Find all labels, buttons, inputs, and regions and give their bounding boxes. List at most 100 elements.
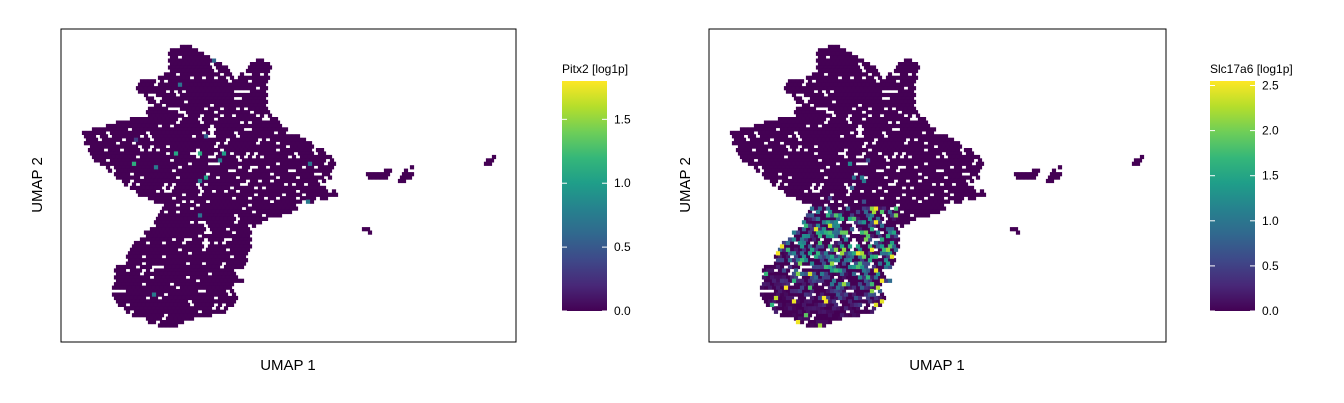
- data-point: [817, 151, 823, 156]
- data-point: [823, 271, 829, 276]
- data-point: [847, 134, 853, 139]
- data-point: [913, 199, 919, 204]
- data-point: [911, 175, 917, 180]
- data-point: [765, 151, 771, 156]
- data-point: [891, 99, 897, 104]
- data-point: [753, 151, 759, 156]
- data-point: [959, 175, 965, 180]
- data-point: [785, 185, 791, 190]
- data-point: [971, 168, 977, 173]
- data-point: [975, 161, 981, 166]
- data-point: [901, 75, 907, 80]
- data-point: [163, 264, 169, 270]
- data-point: [121, 158, 127, 163]
- data-point: [877, 275, 883, 280]
- data-point: [221, 289, 227, 294]
- data-point: [249, 82, 255, 87]
- colorbar-gradient: [562, 81, 607, 311]
- data-point: [805, 151, 811, 156]
- data-point: [869, 158, 875, 163]
- data-point: [797, 123, 803, 129]
- data-point: [247, 209, 253, 215]
- data-point: [319, 154, 325, 160]
- data-point: [809, 144, 815, 149]
- data-point: [767, 134, 773, 139]
- data-point: [133, 130, 139, 135]
- data-point: [861, 275, 867, 280]
- data-point: [871, 154, 877, 160]
- data-point: [143, 189, 149, 194]
- data-point: [201, 172, 207, 177]
- data-point: [879, 223, 885, 228]
- data-point: [889, 165, 895, 170]
- data-point: [209, 144, 215, 149]
- data-point: [953, 165, 959, 170]
- data-point: [141, 302, 147, 307]
- data-point: [185, 96, 191, 101]
- data-point: [913, 68, 919, 74]
- data-point: [147, 285, 153, 290]
- data-point: [235, 203, 241, 208]
- data-point: [857, 289, 863, 294]
- data-point: [837, 227, 843, 232]
- data-point: [169, 96, 175, 101]
- data-point: [93, 144, 99, 149]
- data-point: [287, 141, 293, 146]
- data-point: [793, 151, 799, 156]
- data-point: [219, 189, 225, 194]
- data-point: [149, 172, 155, 177]
- data-point: [123, 264, 129, 270]
- data-point: [941, 206, 947, 211]
- data-point: [169, 103, 175, 108]
- data-point: [833, 206, 839, 211]
- data-point: [821, 48, 827, 53]
- data-point: [203, 168, 209, 173]
- data-point: [863, 203, 869, 208]
- data-point: [817, 254, 823, 259]
- data-point: [873, 213, 879, 218]
- data-point: [937, 172, 943, 177]
- data-point: [253, 82, 259, 87]
- data-point: [867, 182, 873, 187]
- data-point: [959, 161, 965, 166]
- data-point: [791, 306, 797, 311]
- data-point: [205, 192, 211, 197]
- data-point: [107, 168, 113, 173]
- data-point: [905, 123, 911, 129]
- data-point: [175, 86, 181, 91]
- data-point: [195, 168, 201, 173]
- data-point: [809, 213, 815, 218]
- data-point: [885, 172, 891, 177]
- data-point: [843, 196, 849, 201]
- data-point: [857, 82, 863, 87]
- data-point: [897, 213, 903, 218]
- data-point: [169, 199, 175, 204]
- data-point: [167, 216, 173, 221]
- data-point: [167, 292, 173, 297]
- data-point: [199, 51, 205, 56]
- data-point: [839, 306, 845, 311]
- data-point: [159, 292, 165, 297]
- data-point: [223, 299, 229, 304]
- data-point: [925, 151, 931, 156]
- data-point: [145, 282, 151, 287]
- data-point: [801, 123, 807, 129]
- data-point: [841, 82, 847, 87]
- data-point: [861, 247, 867, 252]
- data-point: [157, 137, 163, 142]
- data-point: [153, 158, 159, 163]
- data-point: [887, 99, 893, 104]
- data-point: [803, 175, 809, 180]
- data-point: [863, 258, 869, 263]
- data-point: [783, 189, 789, 194]
- data-point: [823, 58, 829, 63]
- data-point: [161, 75, 167, 80]
- data-point: [911, 65, 917, 70]
- data-point: [261, 96, 267, 101]
- data-point: [137, 185, 143, 190]
- data-point: [883, 251, 889, 256]
- data-point: [779, 127, 785, 132]
- data-point: [245, 96, 251, 101]
- data-point: [875, 106, 881, 111]
- data-point: [919, 175, 925, 180]
